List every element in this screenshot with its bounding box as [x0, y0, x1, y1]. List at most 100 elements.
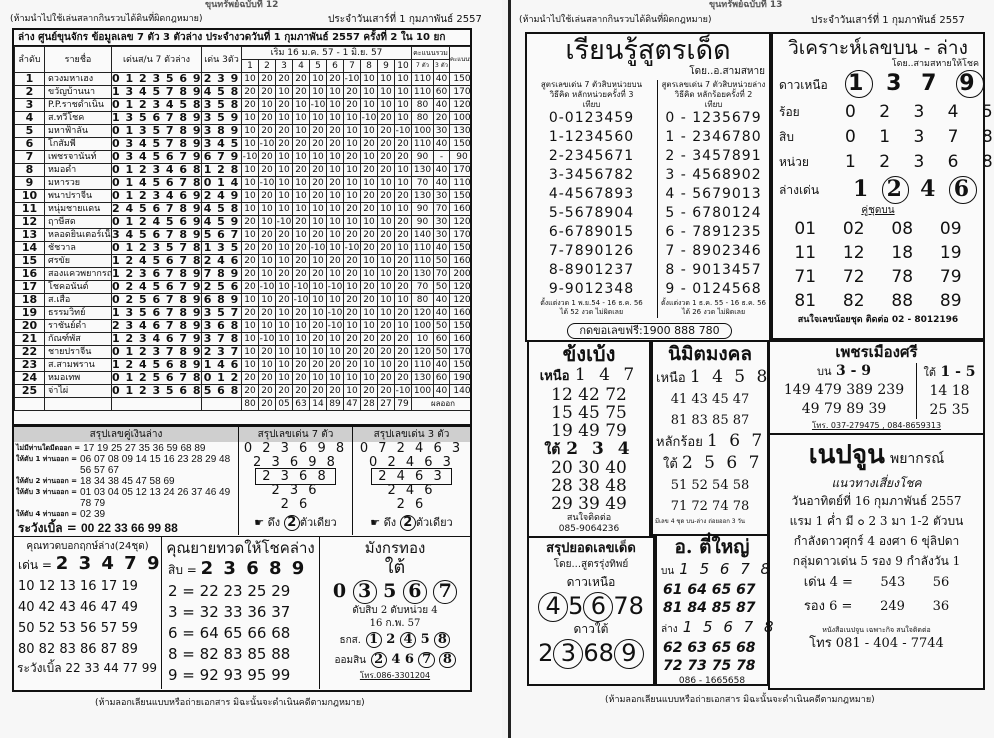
- row-score3: 70: [433, 267, 450, 281]
- row-score: 10: [292, 98, 310, 112]
- row-score: 20: [360, 228, 378, 242]
- row-seven: 0 1 2 5 6 7 8: [111, 371, 202, 385]
- row-score: 20: [275, 228, 293, 242]
- row-three: 3 4 5: [201, 137, 242, 151]
- row-score: 20: [309, 358, 327, 372]
- sub-b: 36: [932, 599, 950, 614]
- row-total: 120: [449, 280, 470, 294]
- row-score: -10: [241, 150, 259, 164]
- row-no: 17: [14, 280, 45, 294]
- khun-yai-row: 2 = 22 23 25 29: [168, 582, 291, 600]
- circled-digit: 3: [352, 580, 377, 604]
- row-score: 10: [275, 306, 293, 320]
- south-label: ดาวใต้: [573, 622, 609, 636]
- pairs-label: ไม่มีท่านใดมีดออก =: [16, 444, 81, 452]
- summary-line: 2 6: [396, 497, 427, 512]
- upper-row: 81 84 85 87: [663, 600, 756, 616]
- row-name: หมอเทพ: [44, 371, 112, 385]
- ranking-table: ลำดับ รายชื่อ เด่นส/น 7 ตัวล่าง เด่น 3ตัว เร…: [14, 46, 470, 411]
- summary-line: 2 3 6 8: [255, 468, 336, 485]
- circled-digit: 1: [845, 70, 873, 98]
- digit: 6: [583, 639, 599, 667]
- summary-line: 0 7 2 4 6 3: [359, 441, 464, 456]
- row-score: 20: [258, 345, 276, 359]
- row-score7: 70: [411, 176, 434, 190]
- row-name: จ่าไผ่: [44, 384, 112, 398]
- formula-method: วิธีคิด หลักหน่วยครั้งที่ 3: [549, 90, 634, 99]
- col-score: คะแนนรวม: [411, 46, 450, 60]
- lower-digits: 1 5 6 7 8: [682, 618, 777, 636]
- north-digits: 1 4 5 8: [689, 367, 771, 387]
- khun-yai-lead-label: สิบ =: [168, 563, 197, 577]
- row-score: 10: [394, 293, 412, 307]
- row-score3: -: [433, 150, 450, 164]
- row-score: 20: [292, 254, 310, 268]
- row-three: 2 4 6: [201, 254, 242, 268]
- hotline-button[interactable]: กดขอเลขฟรี:1900 888 780: [567, 323, 732, 339]
- row-score: 10: [258, 254, 276, 268]
- row-name: หนุ่มชายแดน: [44, 202, 112, 216]
- khong-beng-box: ข้งเบ้ง เหนือ 1 4 7 12 42 72 15 45 75 19 49…: [527, 340, 651, 538]
- upper-label: บน: [661, 566, 675, 577]
- summary-line: 2 4 6: [387, 483, 436, 498]
- row-score: 10: [241, 163, 259, 177]
- row-score7: 70: [411, 280, 434, 294]
- pair-number: 78: [891, 267, 914, 287]
- col-round: 7: [343, 59, 361, 73]
- row-seven: 1 2 4 5 6 8 9: [111, 358, 202, 372]
- row-score: 10: [377, 176, 395, 190]
- row-score: 10: [292, 345, 310, 359]
- row-score: 20: [377, 384, 395, 398]
- row-three: 4 5 8: [201, 202, 242, 216]
- row-score: 10: [275, 111, 293, 125]
- row-score: -10: [326, 306, 344, 320]
- row-name: ศรขัย: [44, 254, 112, 268]
- row-score: 10: [258, 319, 276, 333]
- digit: 7: [921, 71, 943, 96]
- north-digits: 1 4 7: [574, 365, 639, 385]
- row-score3: 50: [433, 254, 450, 268]
- row-total: 120: [449, 215, 470, 229]
- row-score: -10: [258, 137, 276, 151]
- pairs-values: 01 03 04 05 12 13 24 26 37 46 49 78 79: [80, 487, 231, 509]
- col-period: เริ่ม 16 ม.ค. 57 - 1 มิ.ย. 57: [241, 46, 412, 60]
- row-name: ชายปราจีน: [44, 345, 112, 359]
- col-no: ลำดับ: [14, 46, 45, 73]
- row-three: 3 8 9: [201, 124, 242, 138]
- row-score: 10: [275, 358, 293, 372]
- row-score: 20: [241, 267, 259, 281]
- upper-row: 49 79 89 39: [801, 401, 887, 417]
- lower-row: 14 18: [929, 383, 970, 399]
- row-seven: 0 3 4 5 6 7 9: [111, 150, 202, 164]
- row-score: -10: [394, 384, 412, 398]
- row-score: 20: [275, 267, 293, 281]
- row-no: 2: [14, 85, 45, 99]
- pair-number: 89: [939, 291, 962, 311]
- row-score3: 40: [433, 137, 450, 151]
- row-score: 20: [292, 267, 310, 281]
- row-score: 10: [292, 111, 310, 125]
- row-score: 10: [258, 98, 276, 112]
- circled-digit: 3: [553, 639, 584, 669]
- row-score: 20: [360, 241, 378, 255]
- circled-digit: 4: [399, 632, 417, 649]
- circled-digit: 4: [538, 592, 569, 622]
- row-three: 2 3 9: [201, 72, 242, 86]
- row-score: 20: [326, 254, 344, 268]
- col-round: 4: [292, 59, 310, 73]
- row-name: ส.สามพราน: [44, 358, 112, 372]
- row-score: 10: [275, 280, 293, 294]
- row-seven: 1 2 3 6 7 8 9: [111, 267, 202, 281]
- row-seven: 0 1 4 5 6 7 8: [111, 176, 202, 190]
- row-total: 110: [449, 176, 470, 190]
- single-label: ตัวเดียว: [415, 516, 453, 529]
- analysis-contact: สนใจเลขน้อยชุด ติดต่อ 02 - 8012196: [797, 315, 959, 325]
- khun-tuat-lead-label: เด่น =: [18, 558, 52, 572]
- row-score: 20: [241, 254, 259, 268]
- khun-yai-row: 8 = 82 83 85 88: [168, 645, 291, 663]
- south-label: ใต้: [663, 457, 678, 472]
